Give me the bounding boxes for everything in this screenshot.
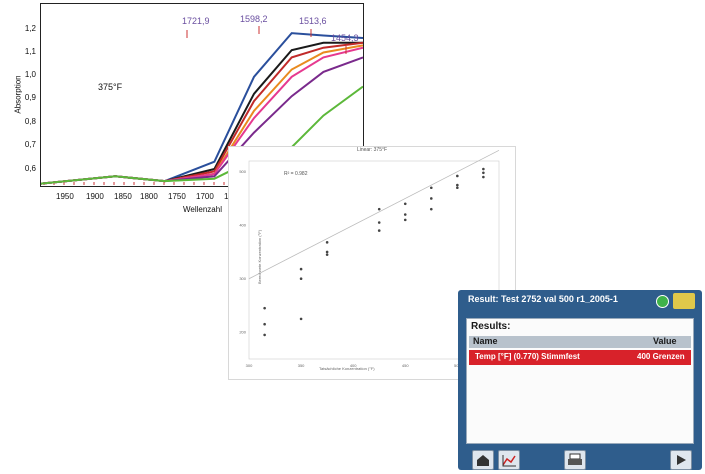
chart-icon <box>502 455 516 467</box>
scatter-xtick: 300 <box>246 363 253 368</box>
results-header-row: Name Value <box>469 336 691 348</box>
spectrum-ytick: 1,1 <box>24 47 36 56</box>
scatter-point <box>482 171 485 175</box>
scatter-point <box>403 202 407 206</box>
spectrum-xtick: 1800 <box>140 192 158 201</box>
result-value: 400 Grenzen <box>637 352 685 361</box>
scatter-point <box>263 333 266 337</box>
scatter-point <box>456 183 459 187</box>
scatter-xtick: 400 <box>350 363 357 368</box>
peak-label-4: 1454,3 <box>331 33 359 43</box>
name-column-header: Name <box>473 336 498 346</box>
next-button[interactable] <box>670 450 692 470</box>
spectrum-ytick: 0,9 <box>24 93 36 102</box>
peak-label-2: 1598,2 <box>240 14 268 24</box>
results-row[interactable]: Temp [°F] (0.770) Stimmfest 400 Grenzen <box>469 350 691 365</box>
scatter-xtick: 500 <box>454 363 461 368</box>
scatter-plot-area: 300 350 400 450 500 200 300 400 500 <box>239 149 500 368</box>
scatter-point <box>403 213 407 216</box>
printer-icon <box>568 453 582 465</box>
spectrum-ytick: 0,8 <box>24 117 36 126</box>
scatter-frame <box>248 160 500 360</box>
scatter-point <box>403 218 407 222</box>
scatter-ytick: 400 <box>239 223 246 228</box>
chart-button[interactable] <box>498 450 520 470</box>
spectrum-xtick: 1750 <box>168 192 186 201</box>
spectrum-xtick: 1850 <box>114 192 132 201</box>
peak-label-1: 1721,9 <box>182 16 210 26</box>
play-icon <box>677 455 686 465</box>
scatter-fit-line <box>248 149 500 280</box>
scatter-point <box>377 229 381 232</box>
results-panel: Results: Name Value Temp [°F] (0.770) St… <box>466 318 694 444</box>
home-button[interactable] <box>472 450 494 470</box>
scatter-title: Linear: 375°F <box>356 147 388 153</box>
scatter-ytick: 200 <box>239 330 246 335</box>
spectrum-ytick: 0,6 <box>24 164 36 173</box>
scatter-annotation: R² = 0.982 <box>284 171 308 177</box>
scatter-xtick: 450 <box>402 363 409 368</box>
scatter-point <box>377 221 381 224</box>
value-column-header: Value <box>653 336 677 346</box>
scatter-point <box>456 186 459 190</box>
signal-icon[interactable] <box>673 293 695 309</box>
scatter-point <box>429 186 433 190</box>
scatter-point <box>325 241 329 244</box>
home-icon <box>477 455 489 466</box>
scatter-point <box>299 277 303 281</box>
spectrum-xtick: 1 <box>224 192 229 201</box>
scatter-point <box>456 174 459 178</box>
spectrum-ytick: 1,0 <box>24 70 36 79</box>
scatter-point <box>325 253 329 256</box>
spectrum-ytick: 1,2 <box>24 24 36 33</box>
spectrum-xtick: 1700 <box>196 192 214 201</box>
scatter-ytick: 500 <box>239 169 246 174</box>
scatter-point <box>299 317 303 321</box>
spectrum-ytick: 0,7 <box>24 140 36 149</box>
spectrum-xtick: 1950 <box>56 192 74 201</box>
spectrum-xlabel: Wellenzahl <box>183 205 222 214</box>
spectrum-annotation: 375°F <box>98 82 123 92</box>
spectrum-ylabel: Absorption <box>13 75 23 114</box>
scatter-point <box>377 207 381 211</box>
scatter-point <box>325 250 329 254</box>
scatter-point <box>482 167 485 171</box>
scatter-point <box>429 197 433 200</box>
scatter-point <box>429 207 433 211</box>
spectrum-xtick: 1900 <box>86 192 104 201</box>
scatter-point <box>482 175 485 179</box>
peak-label-3: 1513,6 <box>299 16 327 26</box>
scatter-xlabel: Tatsächliche Konzentration (°F) <box>319 366 375 371</box>
device-title: Result: Test 2752 val 500 r1_2005-1 <box>468 294 618 304</box>
scatter-point <box>299 267 303 271</box>
scatter-point <box>263 322 266 326</box>
print-button[interactable] <box>564 450 586 470</box>
status-indicator-icon <box>656 295 669 308</box>
results-heading: Results: <box>471 321 511 332</box>
scatter-point <box>263 306 266 310</box>
result-name: Temp [°F] (0.770) Stimmfest <box>475 352 580 361</box>
device-result-window: Result: Test 2752 val 500 r1_2005-1 Resu… <box>458 290 702 470</box>
scatter-xtick: 350 <box>298 363 305 368</box>
scatter-ylabel: Berechnete Konzentration (°F) <box>257 229 262 285</box>
scatter-ytick: 300 <box>239 276 246 281</box>
